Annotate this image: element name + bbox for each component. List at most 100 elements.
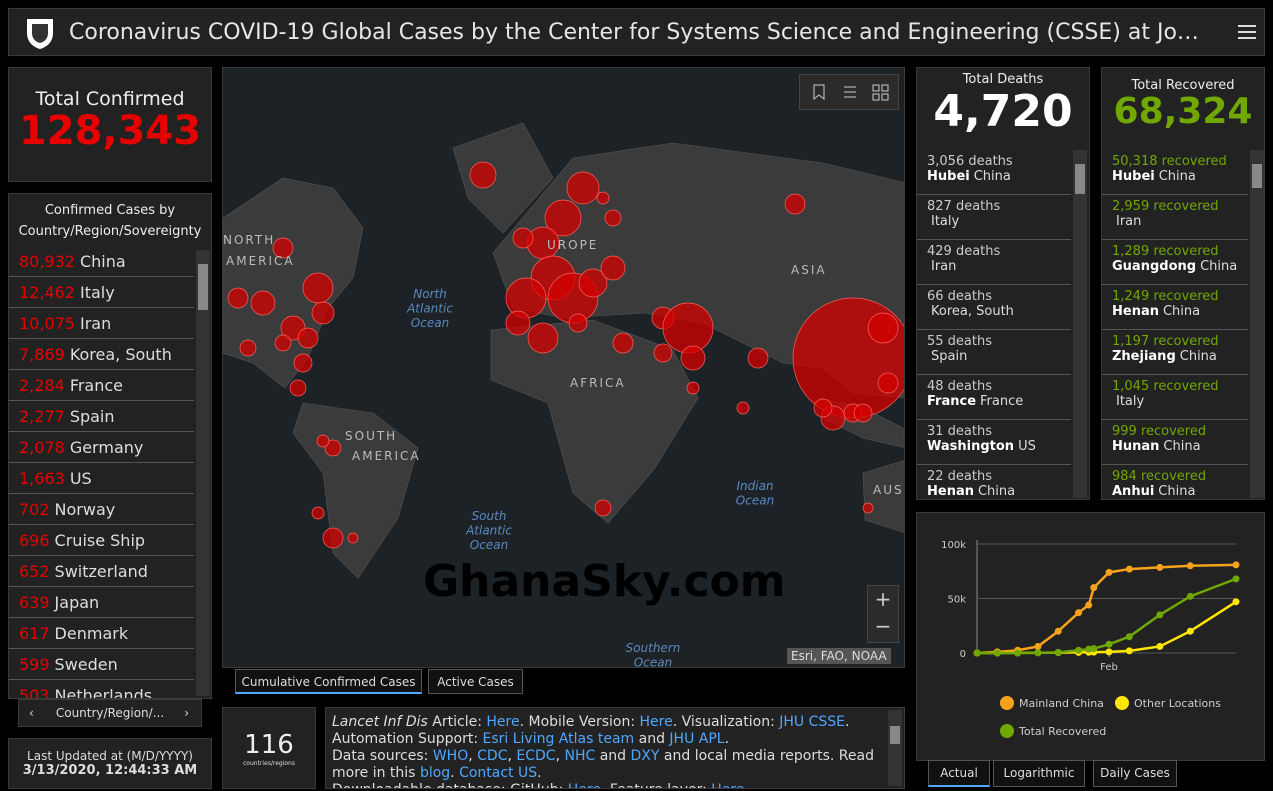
menu[interactable]: [1237, 23, 1257, 41]
data-point: [973, 649, 981, 657]
zoom[interactable]: + −: [867, 585, 899, 643]
place: France: [927, 394, 977, 409]
list-row: 80,932 China: [9, 246, 194, 277]
recovered-panel: Total Recovered 68,324 50,318 recovered H…: [1101, 67, 1265, 500]
country: China: [977, 484, 1016, 499]
place: Henan: [927, 484, 974, 499]
ocean-label: Ocean: [634, 656, 672, 669]
text: Article:: [427, 714, 487, 730]
country: Cruise Ship: [54, 531, 146, 550]
info-line: Downloadable database: GitHub: Here. Fea…: [332, 782, 880, 788]
count: 55 deaths: [927, 334, 992, 349]
count: 66 deaths: [927, 289, 992, 304]
legend-label: Other Locations: [1134, 697, 1221, 710]
place: Washington: [927, 439, 1015, 454]
chart-tab[interactable]: Daily Cases: [1093, 760, 1177, 787]
case-bubble: [747, 347, 769, 369]
list-row: 2,277 Spain: [9, 401, 194, 432]
legend-swatch: [1000, 696, 1014, 710]
text: Downloadable database: GitHub:: [332, 782, 568, 788]
country: France: [980, 394, 1024, 409]
value: 128,343: [18, 108, 202, 154]
count: 999 recovered: [1112, 424, 1207, 439]
data-point: [1085, 645, 1093, 653]
case-bubble: [877, 372, 899, 394]
case-bubble: [239, 339, 257, 357]
map-tab[interactable]: Active Cases: [428, 669, 523, 694]
case-bubble: [297, 327, 319, 349]
text: . Visualization:: [672, 714, 780, 730]
list-row: 827 deaths Italy: [917, 195, 1071, 240]
map-canvas[interactable]: NORTH AMERICA UROPE ASIA AFRICA SOUTH AMERICA A…: [223, 68, 905, 668]
location: Henan China: [1112, 304, 1248, 319]
chart-tab[interactable]: Logarithmic: [993, 760, 1085, 787]
ocean-label: North: [413, 287, 447, 301]
list-row: 50,318 recovered Hubei China: [1102, 150, 1248, 195]
country: Sweden: [54, 655, 118, 674]
case-bubble: [512, 227, 534, 249]
country: Netherlands: [54, 686, 153, 699]
region-label: AMERICA: [226, 254, 295, 268]
case-bubble: [578, 268, 608, 298]
case-count: 1,663: [19, 469, 65, 488]
location: Hubei China: [1112, 169, 1248, 184]
text: .: [844, 714, 850, 730]
case-count: 696: [19, 531, 50, 550]
country: China: [1162, 304, 1201, 319]
case-bubble: [680, 345, 706, 371]
map[interactable]: NORTH AMERICA UROPE ASIA AFRICA SOUTH AMERICA A…: [222, 67, 905, 668]
country: Switzerland: [54, 562, 148, 581]
scrollbar[interactable]: [196, 250, 210, 696]
country: Korea, South: [931, 304, 1014, 319]
count: 827 deaths: [927, 199, 1001, 214]
case-bubble: [596, 191, 610, 205]
case-bubble: [600, 255, 626, 281]
case-count: 503: [19, 686, 50, 699]
title: Coronavirus COVID-19 Global Cases by the…: [69, 20, 1199, 45]
location: Zhejiang China: [1112, 349, 1248, 364]
data-point: [1105, 640, 1113, 648]
map-tab[interactable]: Cumulative Confirmed Cases: [235, 669, 422, 694]
region-label: UROPE: [547, 238, 598, 252]
label: countries/regions: [242, 760, 295, 767]
map-toolbar[interactable]: [799, 74, 899, 110]
data-point: [1075, 609, 1083, 617]
ocean-label: Ocean: [470, 538, 508, 552]
pager[interactable]: ‹ Country/Region/... ›: [18, 699, 202, 727]
country: China: [1163, 439, 1201, 454]
link: DXY: [630, 748, 660, 764]
text: . Mobile Version:: [519, 714, 640, 730]
list-title: Country/Region/Sovereignty: [18, 224, 202, 239]
count: 1,289 recovered: [1112, 244, 1219, 259]
count: 2,959 recovered: [1112, 199, 1219, 214]
title: Total Recovered: [1131, 78, 1235, 93]
case-bubble: [568, 313, 588, 333]
list-row: 10,075 Iran: [9, 308, 194, 339]
link: Contact US: [459, 765, 538, 781]
case-bubble: [653, 343, 673, 363]
data-point: [1125, 565, 1133, 573]
y-tick-label: 50k: [947, 595, 966, 606]
case-bubble: [686, 381, 700, 395]
link: ECDC: [516, 748, 556, 764]
data-point: [1085, 601, 1093, 609]
deaths-panel: Total Deaths 4,720 3,056 deaths Hubei Chin…: [916, 67, 1090, 500]
country: Norway: [54, 500, 116, 519]
place: Guangdong: [1112, 259, 1197, 274]
count: 1,249 recovered: [1112, 289, 1219, 304]
case-bubble: [347, 532, 359, 544]
case-bubble: [227, 287, 249, 309]
list-row: 31 deaths Washington US: [917, 420, 1071, 465]
data-point: [993, 649, 1001, 657]
ocean-label: Southern: [626, 641, 681, 655]
chart-tab[interactable]: Actual: [928, 760, 990, 787]
total: 4,720: [933, 86, 1073, 137]
case-bubble: [862, 502, 874, 514]
data-point: [1014, 649, 1022, 657]
case-count: 599: [19, 655, 50, 674]
data-point: [1054, 648, 1062, 656]
country: Japan: [54, 593, 100, 612]
legend-label: Total Recovered: [1018, 725, 1106, 738]
case-count: 2,284: [19, 376, 65, 395]
